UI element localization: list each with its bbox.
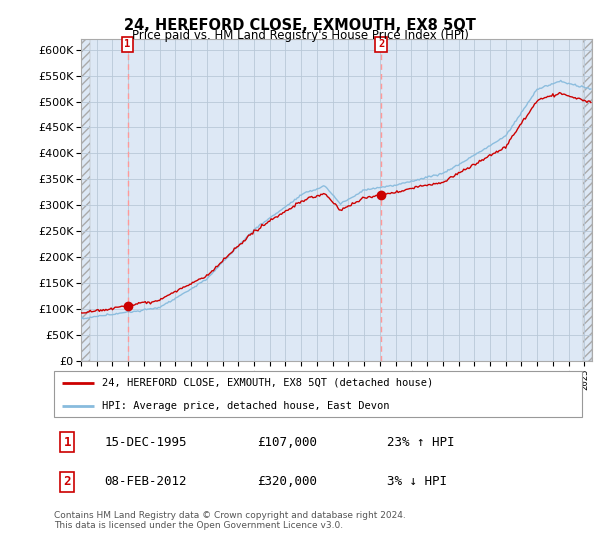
Text: HPI: Average price, detached house, East Devon: HPI: Average price, detached house, East… (101, 401, 389, 410)
Text: 2: 2 (64, 475, 71, 488)
Text: 08-FEB-2012: 08-FEB-2012 (104, 475, 187, 488)
Text: 3% ↓ HPI: 3% ↓ HPI (386, 475, 446, 488)
Bar (81, 39, 91, 361)
Text: 1: 1 (124, 39, 131, 49)
FancyBboxPatch shape (54, 371, 582, 417)
Text: 1: 1 (64, 436, 71, 449)
Bar (583, 39, 592, 361)
Text: 2: 2 (378, 39, 384, 49)
Text: Price paid vs. HM Land Registry's House Price Index (HPI): Price paid vs. HM Land Registry's House … (131, 29, 469, 42)
Text: 15-DEC-1995: 15-DEC-1995 (104, 436, 187, 449)
Text: £107,000: £107,000 (257, 436, 317, 449)
Text: £320,000: £320,000 (257, 475, 317, 488)
Text: Contains HM Land Registry data © Crown copyright and database right 2024.
This d: Contains HM Land Registry data © Crown c… (54, 511, 406, 530)
Text: 24, HEREFORD CLOSE, EXMOUTH, EX8 5QT (detached house): 24, HEREFORD CLOSE, EXMOUTH, EX8 5QT (de… (101, 378, 433, 388)
Text: 24, HEREFORD CLOSE, EXMOUTH, EX8 5QT: 24, HEREFORD CLOSE, EXMOUTH, EX8 5QT (124, 18, 476, 33)
Text: 23% ↑ HPI: 23% ↑ HPI (386, 436, 454, 449)
